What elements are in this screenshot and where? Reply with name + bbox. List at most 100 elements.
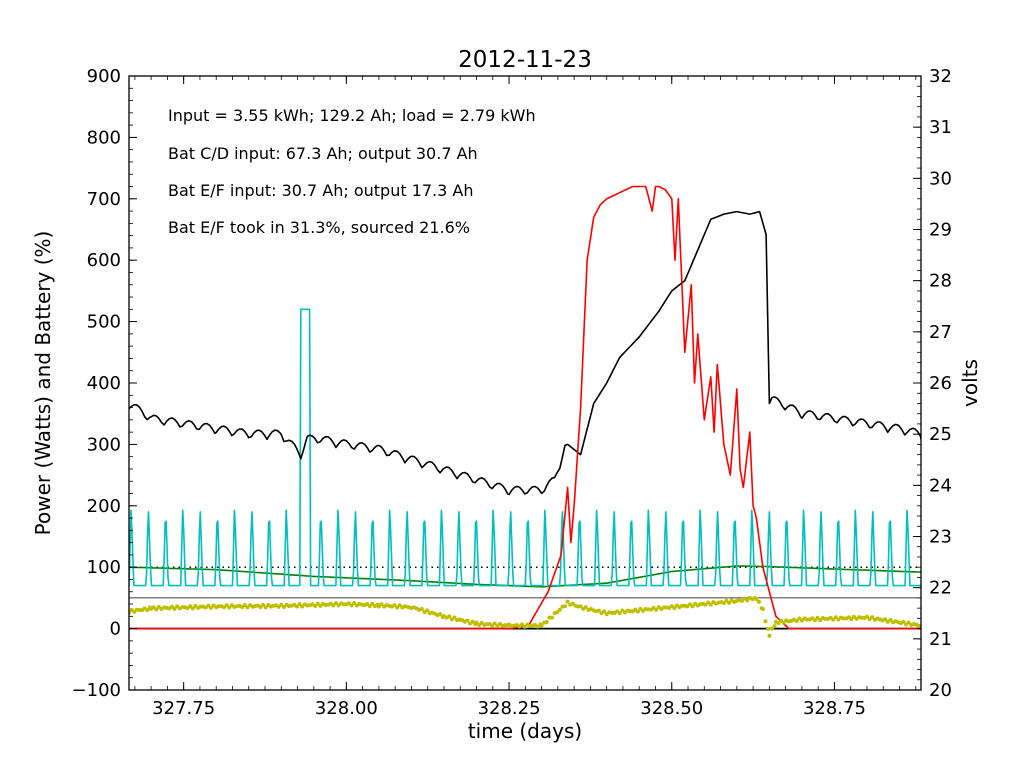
data-point xyxy=(870,615,875,620)
data-point xyxy=(883,617,888,622)
data-point xyxy=(520,622,525,627)
data-point xyxy=(812,618,817,623)
data-point xyxy=(767,633,772,638)
y-tick-label: 200 xyxy=(87,496,121,517)
y2-tick-label: 22 xyxy=(929,578,952,599)
y-tick-label: 0 xyxy=(110,619,121,640)
data-point xyxy=(331,603,336,608)
series-layer xyxy=(129,185,921,638)
data-point xyxy=(154,607,159,612)
data-point xyxy=(602,609,607,614)
data-point xyxy=(263,605,268,610)
data-point xyxy=(465,618,470,623)
x-tick-label: 328.50 xyxy=(640,698,703,719)
chart-title: 2012-11-23 xyxy=(458,47,592,73)
data-point xyxy=(376,604,381,609)
data-point xyxy=(425,608,430,613)
y-tick-label: 700 xyxy=(87,189,121,210)
data-point xyxy=(745,598,750,603)
y2-tick-label: 31 xyxy=(929,117,952,138)
data-point xyxy=(776,621,781,626)
data-point xyxy=(769,626,774,631)
data-point xyxy=(756,599,761,604)
data-point xyxy=(766,626,771,631)
x-tick-label: 327.75 xyxy=(152,698,215,719)
data-point xyxy=(535,624,540,629)
data-point xyxy=(563,604,568,609)
data-point xyxy=(578,604,583,609)
data-point xyxy=(721,601,726,606)
data-point xyxy=(772,624,777,629)
data-point xyxy=(539,623,544,628)
data-point xyxy=(297,602,302,607)
data-point xyxy=(294,604,299,609)
data-point xyxy=(690,604,695,609)
data-point xyxy=(760,606,765,611)
data-point xyxy=(492,621,497,626)
y2-tick-label: 32 xyxy=(929,66,952,87)
data-point xyxy=(281,605,286,610)
data-point xyxy=(370,601,375,606)
data-point xyxy=(565,599,570,604)
y-tick-label: 100 xyxy=(87,557,121,578)
data-point xyxy=(557,607,562,612)
data-point xyxy=(313,603,318,608)
data-point xyxy=(596,608,601,613)
annotation-input: Input = 3.55 kWh; 129.2 Ah; load = 2.79 … xyxy=(168,106,536,125)
data-point xyxy=(447,614,452,619)
data-point xyxy=(315,601,320,606)
data-point xyxy=(208,605,213,610)
y2-tick-label: 29 xyxy=(929,220,952,241)
x-tick-label: 328.25 xyxy=(478,698,541,719)
y2-tick-label: 23 xyxy=(929,527,952,548)
data-point xyxy=(242,603,247,608)
data-point xyxy=(279,602,284,607)
data-point xyxy=(352,601,357,606)
series-line xyxy=(129,565,921,588)
data-point xyxy=(349,603,354,608)
series-points xyxy=(129,595,921,638)
data-point xyxy=(172,606,177,611)
data-point xyxy=(864,614,869,619)
data-point xyxy=(261,602,266,607)
annotation-bat-ef-percent: Bat E/F took in 31.3%, sourced 21.6% xyxy=(168,218,470,237)
y2-tick-label: 28 xyxy=(929,271,952,292)
data-point xyxy=(754,597,759,602)
data-point xyxy=(794,619,799,624)
data-point xyxy=(419,607,424,612)
y2-tick-label: 26 xyxy=(929,373,952,394)
data-point xyxy=(227,605,232,610)
data-point xyxy=(763,619,768,624)
data-point xyxy=(906,620,911,625)
data-point xyxy=(815,615,820,620)
y-tick-label: 500 xyxy=(87,312,121,333)
data-point xyxy=(617,611,622,616)
y-tick-label: 600 xyxy=(87,250,121,271)
data-point xyxy=(452,615,457,620)
y-tick-label: 400 xyxy=(87,373,121,394)
axis-ticks: 327.75 328.00 328.25 328.50 328.75 −100 0 100 20… xyxy=(72,66,952,719)
data-point xyxy=(395,605,400,610)
data-point xyxy=(888,617,893,622)
data-point xyxy=(831,617,836,622)
series-line xyxy=(129,308,921,587)
data-point xyxy=(781,620,786,625)
series-line xyxy=(129,210,921,496)
data-point xyxy=(917,623,921,628)
x-tick-label: 328.00 xyxy=(315,698,378,719)
data-point xyxy=(367,604,372,609)
data-point xyxy=(555,610,560,615)
data-point xyxy=(849,617,854,622)
data-point xyxy=(379,602,384,607)
data-point xyxy=(392,603,397,608)
data-point xyxy=(740,599,745,604)
data-point xyxy=(145,608,150,613)
x-tick-label: 328.75 xyxy=(803,698,866,719)
data-point xyxy=(708,602,713,607)
annotation-bat-ef: Bat E/F input: 30.7 Ah; output 17.3 Ah xyxy=(168,181,474,200)
data-point xyxy=(245,605,250,610)
data-point xyxy=(654,607,659,612)
x-axis-label: time (days) xyxy=(468,719,582,743)
data-point xyxy=(544,620,549,625)
